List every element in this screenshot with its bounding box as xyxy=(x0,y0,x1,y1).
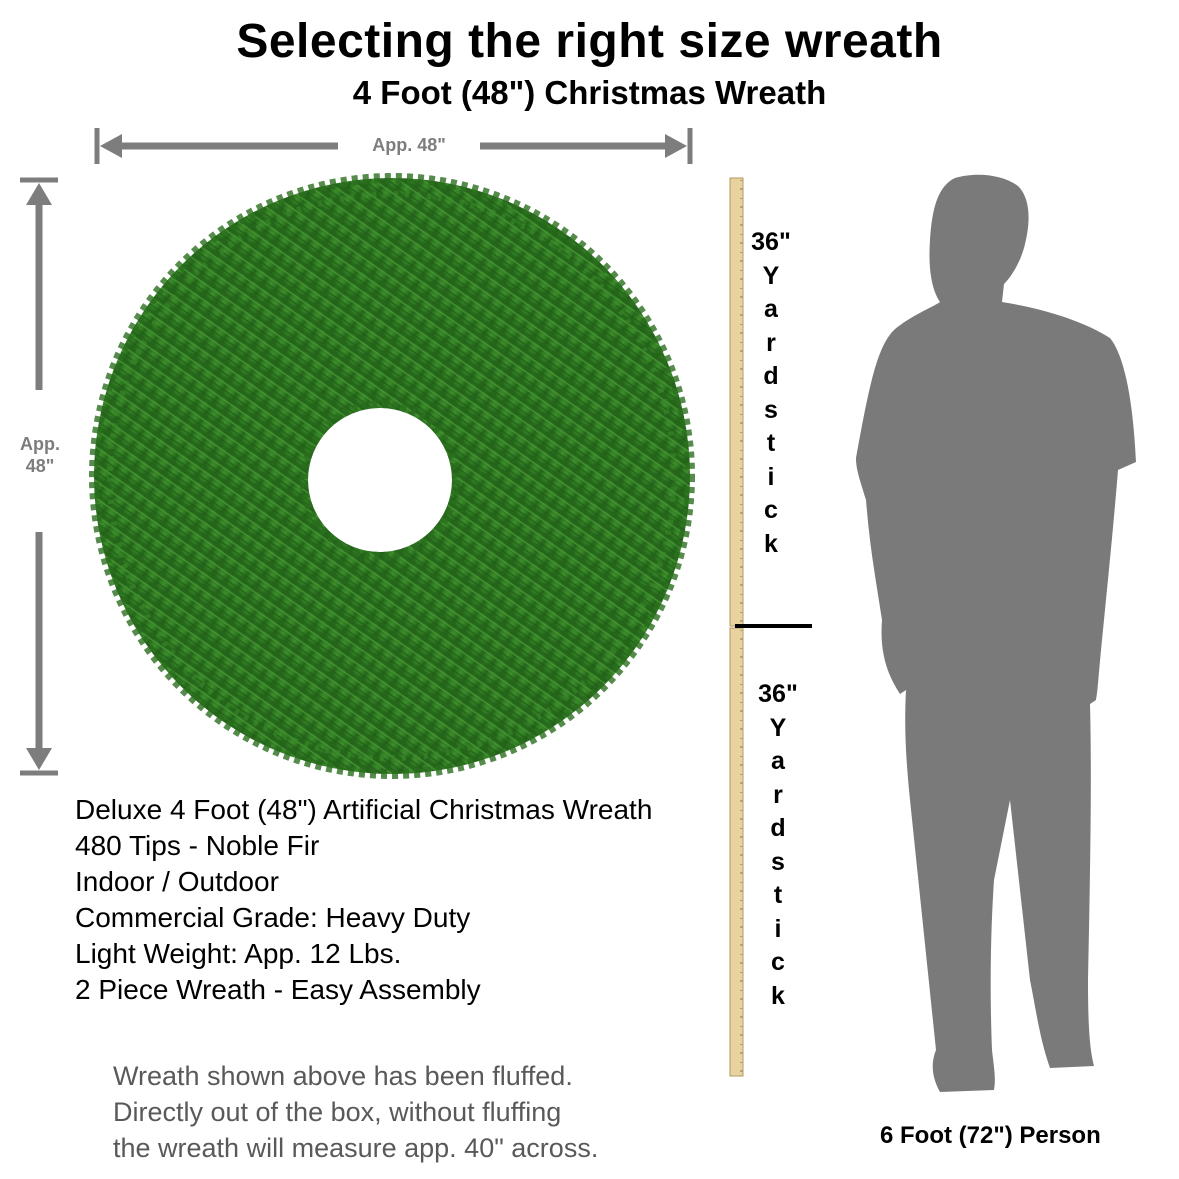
yardstick-letter: Y xyxy=(748,712,808,746)
yardstick-letter: i xyxy=(741,461,801,495)
yardstick-measure: 36" xyxy=(748,678,808,712)
yardstick-letter: d xyxy=(741,360,801,394)
spec-line: Indoor / Outdoor xyxy=(75,864,652,900)
spec-line: Commercial Grade: Heavy Duty xyxy=(75,900,652,936)
yardstick-bottom xyxy=(730,628,743,1076)
yardstick-letter: r xyxy=(741,327,801,361)
product-specs: Deluxe 4 Foot (48") Artificial Christmas… xyxy=(75,792,652,1008)
note-line: the wreath will measure app. 40" across. xyxy=(113,1130,598,1166)
yardstick-letter: i xyxy=(748,913,808,947)
yardstick-letter: a xyxy=(748,745,808,779)
yardstick-letter: t xyxy=(741,427,801,461)
spec-line: Light Weight: App. 12 Lbs. xyxy=(75,936,652,972)
yardstick-letter: a xyxy=(741,293,801,327)
yardstick-letter: c xyxy=(741,494,801,528)
height-label: App. 48" xyxy=(4,433,76,477)
height-label-line2: 48" xyxy=(4,455,76,477)
yardstick-label-top: 36" Y a r d s t i c k xyxy=(741,226,801,561)
spec-line: 480 Tips - Noble Fir xyxy=(75,828,652,864)
yardstick-letter: r xyxy=(748,779,808,813)
yardstick-letter: s xyxy=(748,846,808,880)
wreath-image xyxy=(94,178,690,774)
fluffing-note: Wreath shown above has been fluffed. Dir… xyxy=(113,1058,598,1166)
yardstick-letter: k xyxy=(748,980,808,1014)
spec-line: 2 Piece Wreath - Easy Assembly xyxy=(75,972,652,1008)
yardstick-letter: Y xyxy=(741,260,801,294)
person-silhouette xyxy=(856,175,1136,1092)
yardstick-letter: k xyxy=(741,528,801,562)
height-label-line1: App. xyxy=(4,433,76,455)
yardstick-letter: c xyxy=(748,946,808,980)
spec-line: Deluxe 4 Foot (48") Artificial Christmas… xyxy=(75,792,652,828)
yardstick-measure: 36" xyxy=(741,226,801,260)
note-line: Wreath shown above has been fluffed. xyxy=(113,1058,598,1094)
yardstick-letter: s xyxy=(741,394,801,428)
note-line: Directly out of the box, without fluffin… xyxy=(113,1094,598,1130)
yardstick-label-bottom: 36" Y a r d s t i c k xyxy=(748,678,808,1013)
person-caption: 6 Foot (72") Person xyxy=(880,1122,1101,1150)
yardstick-letter: t xyxy=(748,879,808,913)
yardstick-letter: d xyxy=(748,812,808,846)
width-label: App. 48" xyxy=(338,135,480,156)
